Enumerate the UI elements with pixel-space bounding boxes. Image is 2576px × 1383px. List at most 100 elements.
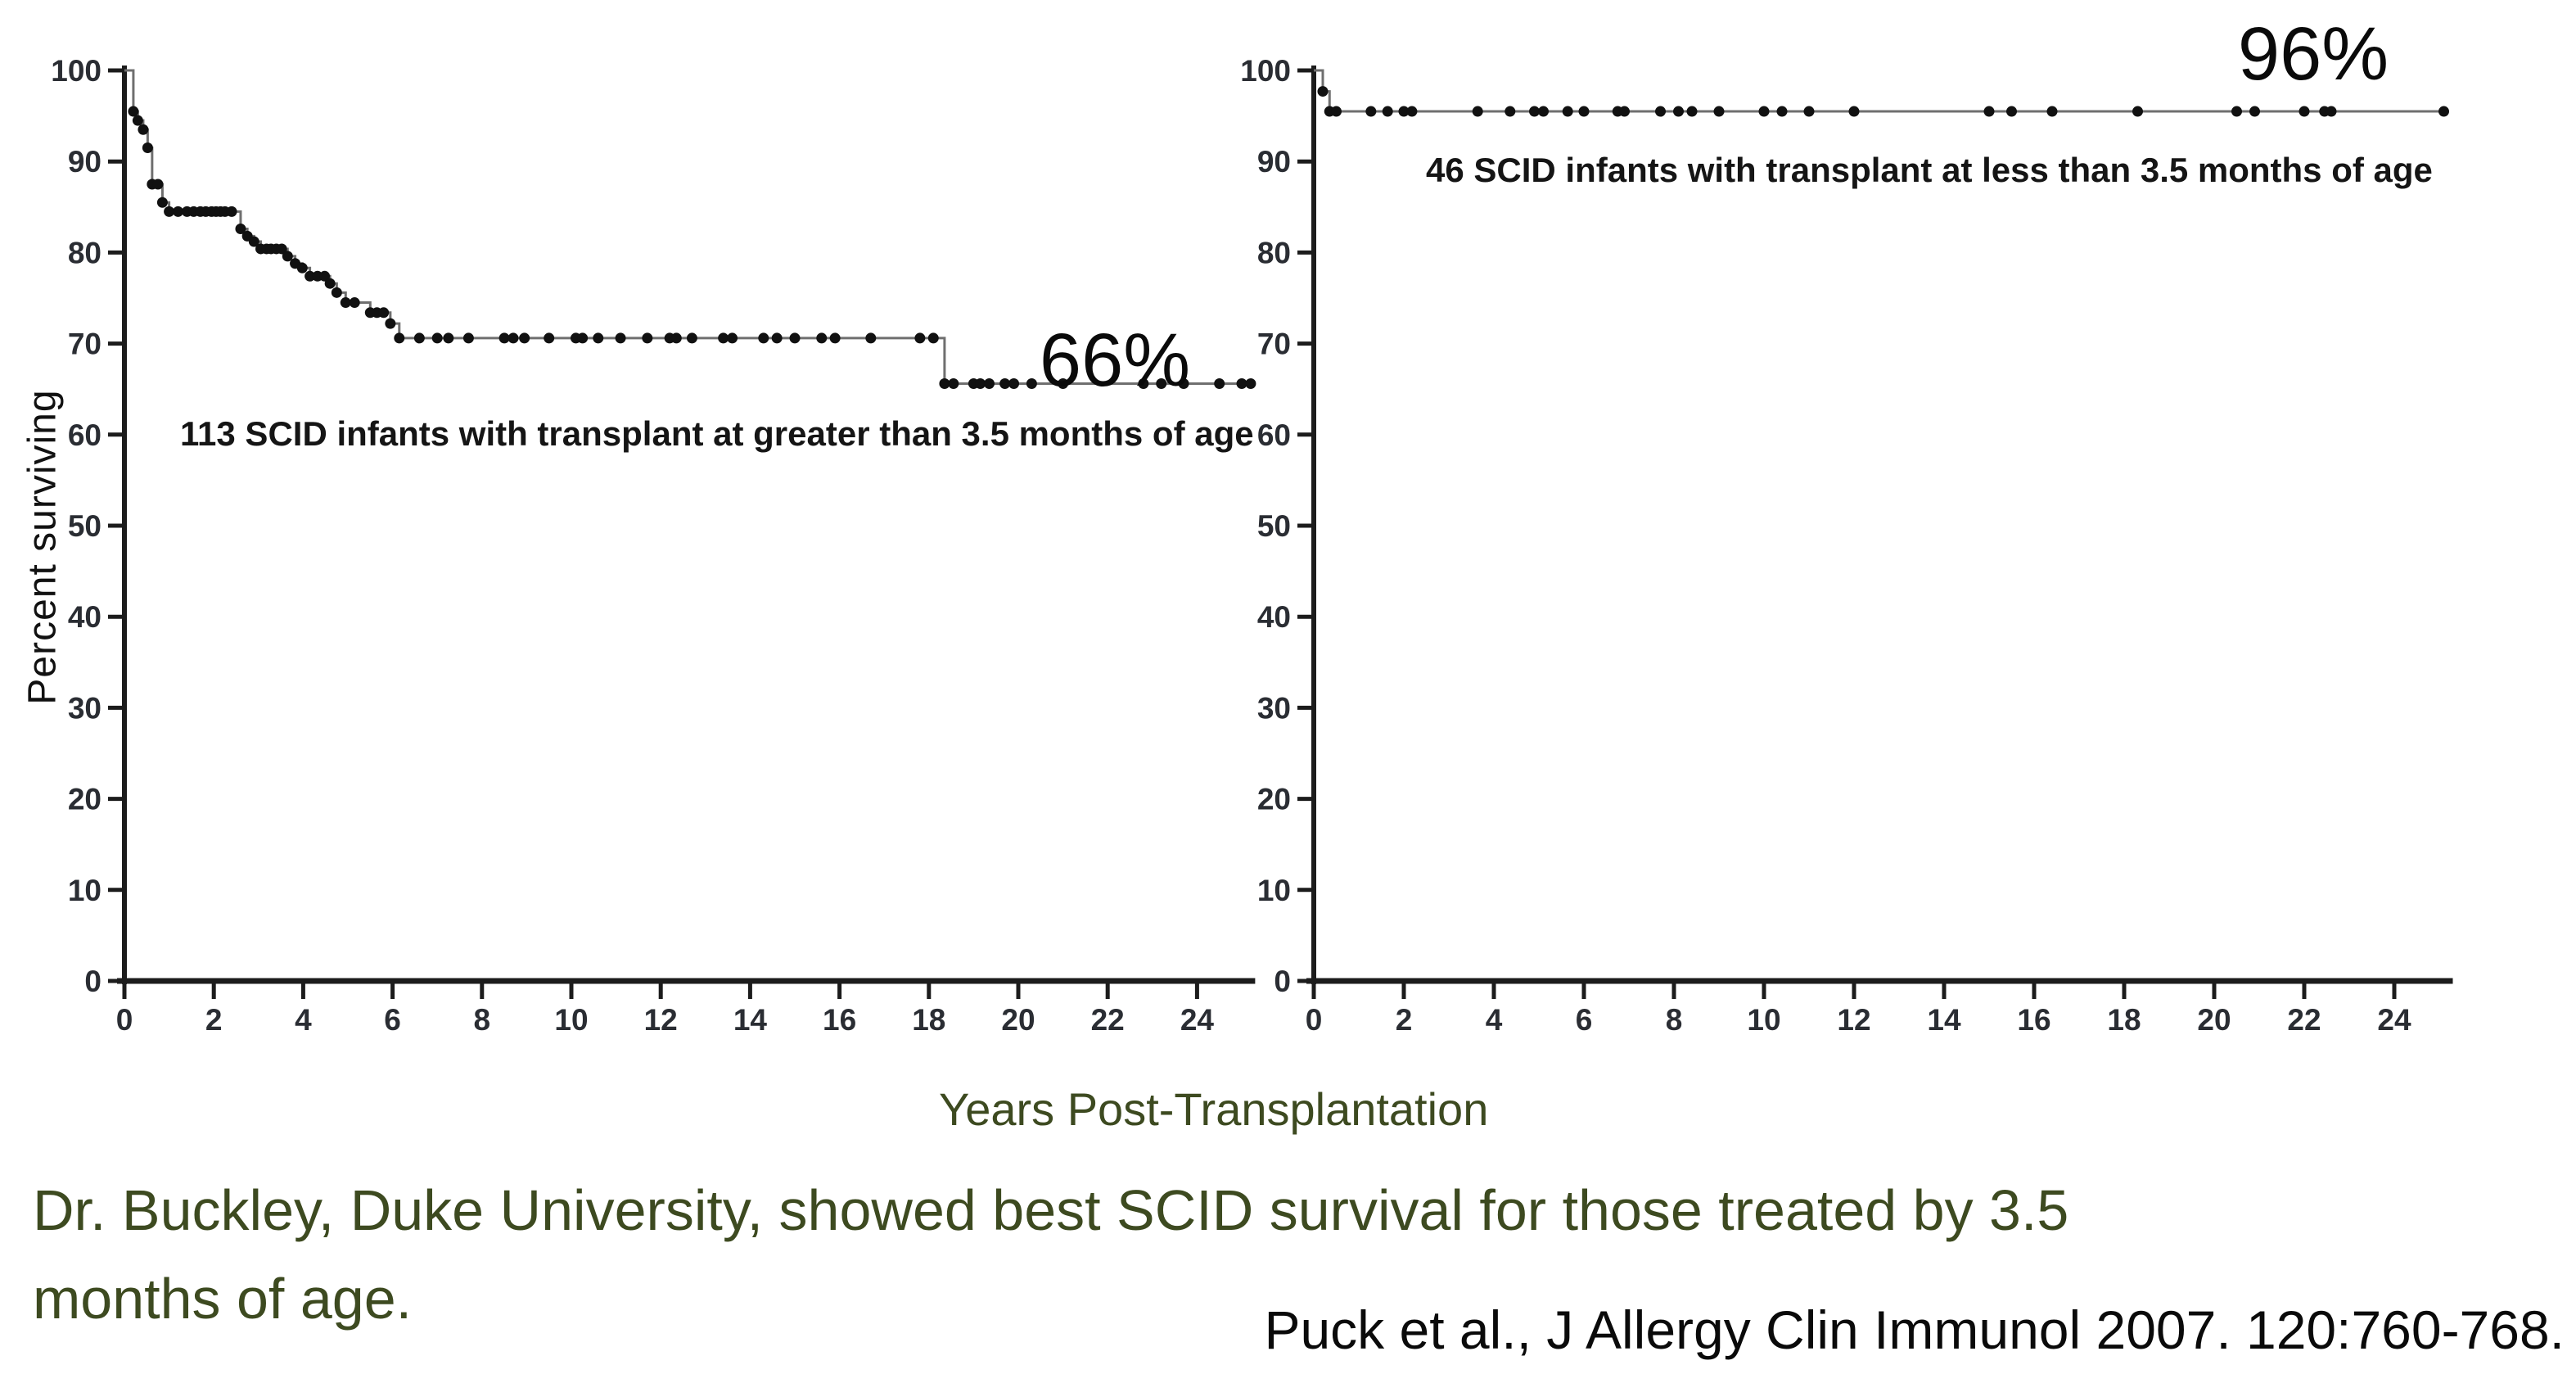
y-tick-label: 90 — [1257, 145, 1291, 179]
censor-dot — [282, 251, 293, 262]
y-tick-label: 80 — [1257, 236, 1291, 269]
x-tick-label: 6 — [384, 1003, 401, 1037]
censor-dot — [331, 287, 342, 298]
y-tick-label: 20 — [1257, 783, 1291, 816]
x-axis-title: Years Post-Transplantation — [939, 1083, 1489, 1135]
y-tick-label: 70 — [1257, 328, 1291, 361]
censor-dot — [462, 332, 474, 344]
x-tick-label: 22 — [2287, 1003, 2321, 1037]
censor-dot — [975, 378, 986, 390]
censor-dot — [296, 262, 308, 273]
x-tick-label: 2 — [1396, 1003, 1413, 1037]
censor-dot — [1214, 378, 1225, 390]
annotation-left-panel: 113 SCID infants with transplant at grea… — [180, 414, 1254, 453]
censor-dot — [1673, 106, 1684, 117]
x-tick-label: 20 — [1001, 1003, 1035, 1037]
x-tick-label: 20 — [2197, 1003, 2231, 1037]
y-tick-label: 0 — [84, 965, 102, 998]
x-tick-label: 10 — [1747, 1003, 1780, 1037]
censor-dot — [1619, 106, 1630, 117]
censor-dot — [413, 332, 425, 344]
censor-dot — [1803, 106, 1815, 117]
censor-dot — [1026, 378, 1037, 390]
censor-dot — [508, 332, 519, 344]
censor-dot — [152, 179, 164, 190]
x-tick-label: 12 — [644, 1003, 678, 1037]
censor-dot — [519, 332, 530, 344]
y-axis-title: Percent surviving — [20, 389, 65, 705]
censor-dot — [771, 332, 783, 344]
censor-dot — [758, 332, 769, 344]
censor-dot — [142, 142, 153, 154]
censor-dot — [1382, 106, 1393, 117]
censor-dot — [939, 378, 950, 390]
x-tick-label: 4 — [295, 1003, 312, 1037]
citation-text: Puck et al., J Allergy Clin Immunol 2007… — [1264, 1299, 2565, 1360]
censor-dot — [1562, 106, 1573, 117]
censor-dot — [984, 378, 995, 390]
y-tick-label: 40 — [1257, 600, 1291, 634]
censor-dot — [443, 332, 454, 344]
censor-dot — [132, 115, 143, 126]
x-tick-label: 10 — [554, 1003, 588, 1037]
censor-dot — [248, 236, 259, 247]
y-tick-label: 10 — [68, 874, 102, 907]
censor-dot — [1406, 106, 1418, 117]
censor-dot — [2249, 106, 2260, 117]
y-tick-label: 40 — [68, 600, 102, 634]
x-tick-label: 22 — [1091, 1003, 1125, 1037]
censor-dot — [173, 206, 184, 217]
censor-dot — [1713, 106, 1725, 117]
x-tick-label: 12 — [1837, 1003, 1870, 1037]
censor-dot — [1398, 106, 1410, 117]
x-tick-label: 14 — [733, 1003, 768, 1037]
censor-dot — [642, 332, 653, 344]
censor-dot — [816, 332, 828, 344]
y-tick-label: 50 — [68, 509, 102, 543]
censor-dot — [1317, 86, 1329, 97]
censor-dot — [1686, 106, 1698, 117]
censor-dot — [727, 332, 738, 344]
x-tick-label: 14 — [1927, 1003, 1961, 1037]
censor-dot — [544, 332, 555, 344]
x-tick-label: 16 — [823, 1003, 856, 1037]
censor-dot — [865, 332, 877, 344]
censor-dot — [305, 270, 316, 282]
censor-dot — [1529, 106, 1540, 117]
censor-dot — [718, 332, 729, 344]
censor-dot — [385, 318, 396, 329]
x-tick-label: 0 — [116, 1003, 133, 1037]
censor-dot — [2132, 106, 2143, 117]
final-survival-label-right: 96% — [2237, 12, 2389, 96]
censor-dot — [1983, 106, 1995, 117]
x-tick-label: 2 — [205, 1003, 223, 1037]
censor-dot — [2046, 106, 2058, 117]
censor-dot — [577, 332, 589, 344]
final-survival-label-left: 66% — [1039, 319, 1191, 402]
censor-dot — [1178, 378, 1189, 390]
censor-dot — [1505, 106, 1516, 117]
censor-dot — [1538, 106, 1549, 117]
censor-dot — [340, 297, 351, 309]
censor-dot — [670, 332, 682, 344]
x-tick-label: 4 — [1486, 1003, 1503, 1037]
censor-dot — [1058, 378, 1069, 390]
y-tick-label: 0 — [1274, 965, 1291, 998]
censor-dot — [319, 270, 331, 282]
censor-dot — [2299, 106, 2310, 117]
censor-dot — [349, 297, 360, 309]
censor-dot — [789, 332, 801, 344]
censor-dot — [1758, 106, 1770, 117]
censor-dot — [829, 332, 841, 344]
x-tick-label: 24 — [2377, 1003, 2411, 1037]
y-tick-label: 90 — [68, 145, 102, 179]
caption-line-2: months of age. — [33, 1267, 413, 1331]
censor-dot — [1156, 378, 1167, 390]
x-tick-label: 18 — [2107, 1003, 2141, 1037]
censor-dot — [1848, 106, 1860, 117]
censor-dot — [499, 332, 510, 344]
censor-dot — [615, 332, 626, 344]
caption-text: Dr. Buckley, Duke University, showed bes… — [33, 1166, 2068, 1343]
censor-dot — [2231, 106, 2242, 117]
censor-dot — [2438, 106, 2449, 117]
